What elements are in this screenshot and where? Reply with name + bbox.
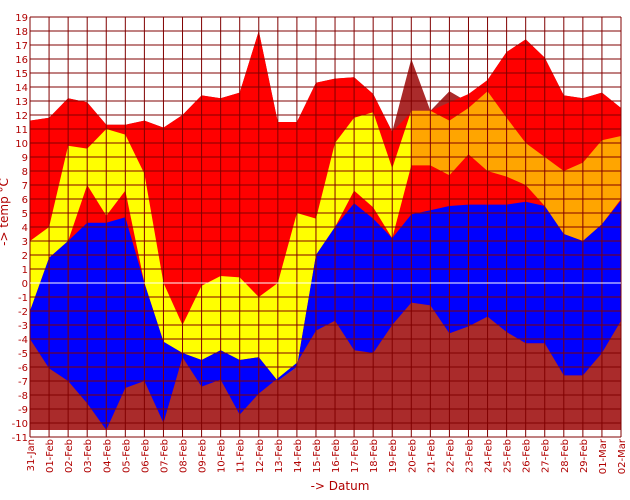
y-tick-label: 8	[22, 167, 28, 178]
y-tick-label: -4	[18, 335, 28, 346]
y-tick-label: 5	[22, 209, 28, 220]
x-tick-label: 15-Feb	[312, 439, 323, 473]
y-tick-label: 6	[22, 195, 28, 206]
y-tick-label: -2	[18, 307, 28, 318]
x-tick-label: 20-Feb	[407, 439, 418, 473]
x-tick-label: 10-Feb	[217, 439, 228, 473]
grid-lines	[29, 16, 622, 438]
y-tick-label: 2	[22, 251, 28, 262]
x-tick-label: 05-Feb	[121, 439, 132, 473]
y-tick-label: 13	[15, 97, 28, 108]
y-tick-label: -9	[18, 405, 28, 416]
x-tick-label: 13-Feb	[274, 439, 285, 473]
x-tick-labels: 31-Jan 01-Feb 02-Feb 03-Feb 04-Feb 05-Feb 06-F…	[26, 438, 628, 474]
x-tick-label: 29-Feb	[579, 439, 590, 473]
x-tick-label: 21-Feb	[426, 439, 437, 473]
y-tick-label: 16	[15, 55, 28, 66]
y-tick-label: 12	[15, 111, 28, 122]
x-tick-label: 25-Feb	[503, 439, 514, 473]
y-tick-label: 4	[22, 223, 28, 234]
x-tick-label: 17-Feb	[350, 439, 361, 473]
x-tick-label: 19-Feb	[388, 439, 399, 473]
y-tick-label: -3	[18, 321, 28, 332]
x-tick-label: 03-Feb	[83, 439, 94, 473]
y-tick-label: 7	[22, 181, 28, 192]
x-tick-label: 12-Feb	[255, 439, 266, 473]
x-tick-label: 22-Feb	[445, 439, 456, 473]
x-tick-label: 04-Feb	[102, 439, 113, 473]
y-axis-label: -> temp °C	[0, 178, 11, 246]
y-tick-label: -7	[18, 377, 28, 388]
y-tick-label: -6	[18, 363, 28, 374]
x-tick-label: 01-Feb	[45, 439, 56, 473]
area-layers	[30, 31, 621, 430]
x-tick-label: 28-Feb	[560, 439, 571, 473]
y-tick-label: 1	[22, 265, 28, 276]
y-tick-label: 15	[15, 69, 28, 80]
y-tick-label: 10	[15, 139, 28, 150]
y-tick-label: -5	[18, 349, 28, 360]
x-tick-label: 26-Feb	[522, 439, 533, 473]
x-tick-label: 18-Feb	[369, 439, 380, 473]
y-tick-label: -1	[18, 293, 28, 304]
x-tick-label: 31-Jan	[26, 439, 37, 471]
x-tick-label: 11-Feb	[236, 439, 247, 473]
x-tick-label: 16-Feb	[331, 439, 342, 473]
y-tick-label: -8	[18, 391, 28, 402]
x-tick-label: 24-Feb	[484, 439, 495, 473]
y-tick-labels: 191817161514131211109876543210-1-2-3-4-5…	[12, 13, 28, 444]
x-tick-label: 27-Feb	[541, 439, 552, 473]
x-tick-label: 08-Feb	[179, 439, 190, 473]
x-tick-label: 23-Feb	[464, 439, 475, 473]
y-tick-label: 17	[15, 41, 28, 52]
y-tick-label: 3	[22, 237, 28, 248]
y-tick-label: 11	[15, 125, 28, 136]
x-tick-label: 06-Feb	[140, 439, 151, 473]
y-tick-label: 19	[15, 13, 28, 24]
y-tick-label: 14	[15, 83, 28, 94]
x-tick-label: 09-Feb	[198, 439, 209, 473]
x-tick-label: 14-Feb	[293, 439, 304, 473]
x-axis-label: -> Datum	[311, 479, 370, 493]
y-tick-label: 9	[22, 153, 28, 164]
y-tick-label: 0	[22, 279, 28, 290]
y-tick-label: 18	[15, 27, 28, 38]
y-tick-label: -11	[12, 433, 28, 444]
y-tick-label: -10	[12, 419, 28, 430]
min-band-area	[30, 200, 621, 430]
x-tick-label: 07-Feb	[159, 439, 170, 473]
x-tick-label: 01-Mar	[598, 438, 609, 474]
x-tick-label: 02-Feb	[64, 439, 75, 473]
x-tick-label: 02-Mar	[617, 438, 628, 474]
